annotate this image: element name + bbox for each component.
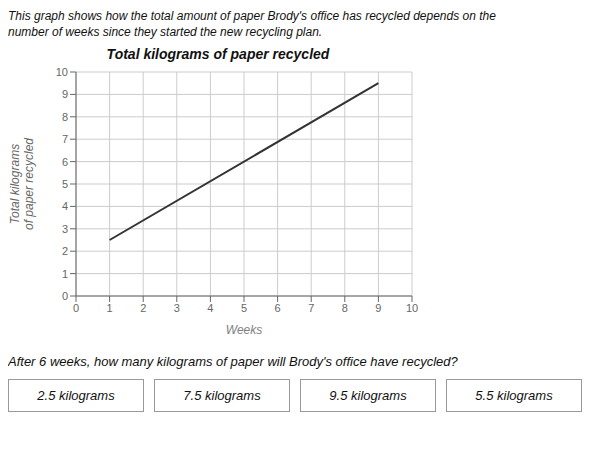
svg-text:Total kilogramsof paper recycl: Total kilogramsof paper recycled (8, 138, 36, 230)
svg-text:5: 5 (241, 302, 247, 314)
svg-text:5: 5 (62, 178, 68, 190)
svg-text:9: 9 (62, 88, 68, 100)
html-text:This graph shows how the total: This graph shows how the total amount of… (8, 9, 496, 23)
svg-text:9: 9 (375, 302, 381, 314)
svg-text:1: 1 (107, 302, 113, 314)
html-text:7.5 kilograms: 7.5 kilograms (183, 388, 261, 403)
svg-text:3: 3 (62, 223, 68, 235)
html-text:9.5 kilograms: 9.5 kilograms (329, 388, 407, 403)
html-text:number of weeks since they sta: number of weeks since they started the n… (8, 25, 323, 39)
svg-text:7: 7 (308, 302, 314, 314)
svg-text:2: 2 (62, 245, 68, 257)
svg-text:0: 0 (73, 302, 79, 314)
svg-text:Weeks: Weeks (226, 323, 262, 337)
svg-text:6: 6 (275, 302, 281, 314)
svg-text:8: 8 (342, 302, 348, 314)
html-text:After 6 weeks, how many kilogr: After 6 weeks, how many kilograms of pap… (8, 354, 458, 369)
svg-text:7: 7 (62, 133, 68, 145)
svg-text:2: 2 (140, 302, 146, 314)
svg-text:10: 10 (56, 66, 68, 78)
svg-text:0: 0 (62, 290, 68, 302)
svg-text:10: 10 (406, 302, 418, 314)
html-text:5.5 kilograms: 5.5 kilograms (475, 388, 553, 403)
svg-text:1: 1 (62, 268, 68, 280)
svg-text:4: 4 (62, 200, 68, 212)
html-text:Total kilograms of paper recyc: Total kilograms of paper recycled (106, 46, 330, 62)
html-text:2.5 kilograms: 2.5 kilograms (37, 388, 115, 403)
svg-text:6: 6 (62, 156, 68, 168)
svg-text:4: 4 (207, 302, 213, 314)
svg-text:8: 8 (62, 111, 68, 123)
svg-text:3: 3 (174, 302, 180, 314)
